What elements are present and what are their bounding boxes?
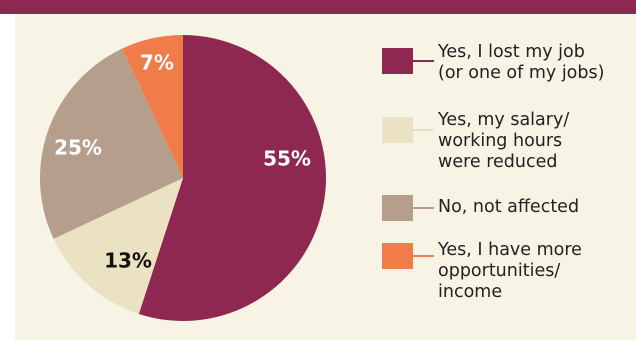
legend: Yes, I lost my job (or one of my jobs) Y…: [382, 0, 636, 340]
legend-swatch-lost-job: [382, 48, 413, 74]
legend-tick-not-affected: [412, 207, 434, 209]
legend-tick-more-opportunities: [412, 255, 434, 257]
legend-label-not-affected: No, not affected: [438, 197, 580, 217]
pie-slice-not-affected: [39, 48, 183, 239]
pie-label-salary-reduced: 13%: [104, 249, 152, 273]
pie-slice-lost-job: [138, 35, 327, 321]
legend-label-salary-reduced: Yes, my salary/ working hours were reduc…: [438, 110, 570, 172]
legend-swatch-salary-reduced: [382, 117, 413, 143]
legend-tick-lost-job: [412, 60, 434, 62]
legend-label-lost-job: Yes, I lost my job (or one of my jobs): [438, 42, 605, 83]
legend-swatch-more-opportunities: [382, 243, 413, 269]
legend-swatch-not-affected: [382, 195, 413, 221]
pie-label-not-affected: 25%: [54, 136, 102, 160]
pie-label-lost-job: 55%: [263, 147, 311, 171]
pie-slice-salary-reduced: [53, 178, 184, 315]
legend-label-more-opportunities: Yes, I have more opportunities/ income: [438, 240, 582, 302]
header-bar: [0, 0, 636, 14]
legend-tick-salary-reduced: [412, 129, 434, 131]
pie-chart: 55% 13% 25% 7%: [39, 35, 327, 321]
pie-label-more-opportunities: 7%: [140, 51, 174, 75]
pie-slice-more-opportunities: [122, 35, 183, 178]
